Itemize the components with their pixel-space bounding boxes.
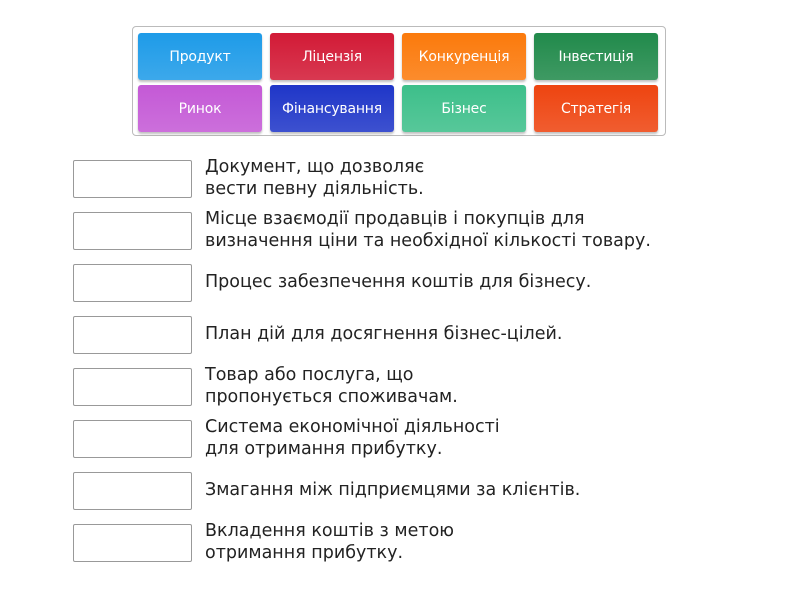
word-tile-8[interactable]: Стратегія	[534, 85, 658, 132]
match-row: Процес забезпечення коштів для бізнесу.	[73, 260, 773, 304]
word-tile-3[interactable]: Конкуренція	[402, 33, 526, 80]
definition-text: Вкладення коштів з метою отримання прибу…	[205, 521, 455, 563]
word-tile-6[interactable]: Фінансування	[270, 85, 394, 132]
drop-target[interactable]	[73, 420, 192, 458]
drop-target[interactable]	[73, 212, 192, 250]
word-tile-4[interactable]: Інвестиція	[534, 33, 658, 80]
definition-text: Змагання між підприємцями за клієнтів.	[205, 480, 581, 500]
drop-target[interactable]	[73, 524, 192, 562]
word-bank	[132, 26, 666, 136]
word-tile-7[interactable]: Бізнес	[402, 85, 526, 132]
match-row: Документ, що дозволяє вести певну діяльн…	[73, 156, 773, 200]
word-tile-2[interactable]: Ліцензія	[270, 33, 394, 80]
drop-target[interactable]	[73, 160, 192, 198]
match-row: Вкладення коштів з метою отримання прибу…	[73, 520, 773, 564]
definition-text: Місце взаємодії продавців і покупців для…	[205, 209, 651, 251]
match-row: Система економічної діяльності для отрим…	[73, 416, 773, 460]
word-tile-1[interactable]: Продукт	[138, 33, 262, 80]
drop-target[interactable]	[73, 472, 192, 510]
definition-text: Процес забезпечення коштів для бізнесу.	[205, 272, 592, 292]
definition-text: Товар або послуга, що пропонується спожи…	[205, 365, 458, 407]
drop-target[interactable]	[73, 264, 192, 302]
word-tile-5[interactable]: Ринок	[138, 85, 262, 132]
match-row: Місце взаємодії продавців і покупців для…	[73, 208, 773, 252]
definition-text: Система економічної діяльності для отрим…	[205, 417, 500, 459]
match-row: План дій для досягнення бізнес-цілей.	[73, 312, 773, 356]
drop-target[interactable]	[73, 368, 192, 406]
match-row: Товар або послуга, що пропонується спожи…	[73, 364, 773, 408]
drop-target[interactable]	[73, 316, 192, 354]
match-row: Змагання між підприємцями за клієнтів.	[73, 468, 773, 512]
definition-text: План дій для досягнення бізнес-цілей.	[205, 324, 563, 344]
definition-text: Документ, що дозволяє вести певну діяльн…	[205, 157, 425, 199]
